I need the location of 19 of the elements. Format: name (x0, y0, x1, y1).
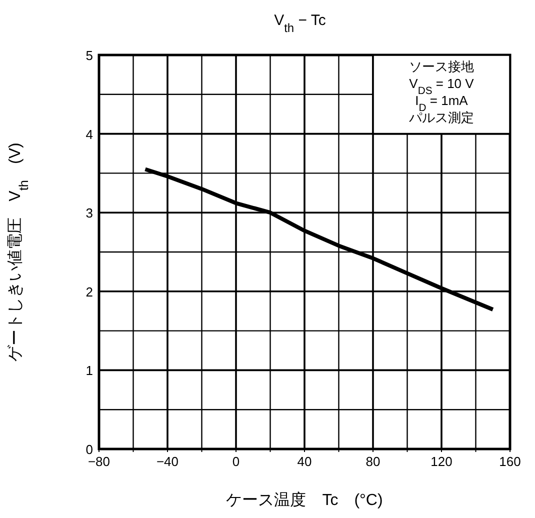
y-tick-label: 1 (86, 363, 93, 378)
y-tick-label: 3 (86, 206, 93, 221)
line-series (143, 167, 495, 312)
y-tick-label: 4 (86, 126, 93, 142)
annotation: ソース接地 (409, 59, 474, 74)
x-tick-label: 160 (499, 454, 521, 469)
x-tick-label: 120 (430, 454, 452, 469)
x-tick-label: 40 (297, 454, 312, 469)
chart-title: V$_{th}$ − Tc (274, 12, 326, 35)
x-tick-label: −40 (156, 454, 179, 469)
x-tick-label: −80 (88, 454, 110, 469)
annotation: パルス測定 (408, 110, 474, 125)
y-tick-label: 2 (86, 284, 93, 300)
x-tick-label: 0 (232, 454, 240, 469)
y-tick-label: 5 (86, 48, 93, 63)
x-tick-label: 80 (366, 454, 380, 469)
y-tick-label: 0 (86, 442, 93, 457)
annotation: V$_{DS}$ = 10 V (409, 76, 474, 96)
x-axis-title: ケース温度 Tc (°C) (226, 491, 383, 509)
